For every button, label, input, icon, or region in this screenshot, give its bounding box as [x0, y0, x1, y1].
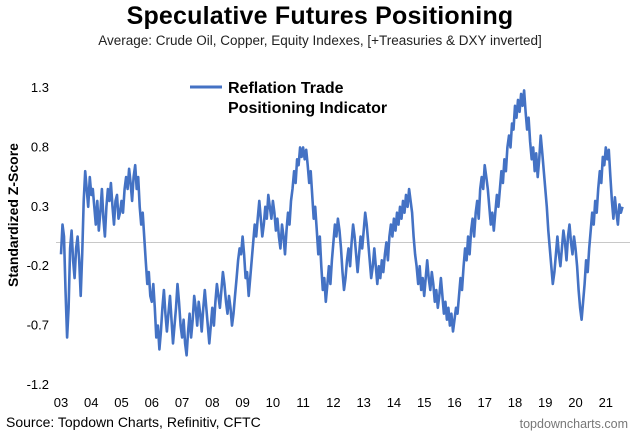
legend-label-line2: Positioning Indicator — [228, 100, 387, 117]
credit-link[interactable]: topdowncharts.com — [519, 417, 628, 431]
x-tick-label: 09 — [235, 395, 249, 410]
x-tick-label: 08 — [205, 395, 219, 410]
y-tick-label: -0.2 — [27, 258, 49, 273]
x-tick-label: 17 — [478, 395, 492, 410]
chart-title: Speculative Futures Positioning — [126, 2, 514, 30]
x-tick-label: 03 — [54, 395, 68, 410]
x-tick-label: 19 — [538, 395, 552, 410]
series-line — [59, 89, 624, 357]
source-note: Source: Topdown Charts, Refinitiv, CFTC — [6, 414, 261, 430]
legend: Reflation Trade Positioning Indicator — [190, 80, 387, 117]
y-axis-label: Standardized Z-Score — [5, 143, 21, 287]
chart-subtitle: Average: Crude Oil, Copper, Equity Index… — [98, 33, 542, 48]
x-tick-label: 11 — [296, 395, 310, 410]
x-tick-label: 14 — [387, 395, 401, 410]
x-tick-label: 15 — [417, 395, 431, 410]
y-tick-label: 0.8 — [31, 139, 49, 154]
x-tick-label: 12 — [326, 395, 340, 410]
x-tick-label: 06 — [145, 395, 159, 410]
x-tick-label: 10 — [266, 395, 280, 410]
x-tick-label: 20 — [568, 395, 582, 410]
y-tick-label: -1.2 — [27, 377, 49, 392]
y-tick-label: 0.3 — [31, 199, 49, 214]
x-tick-label: 16 — [447, 395, 461, 410]
y-tick-label: 1.3 — [31, 80, 49, 95]
x-tick-label: 18 — [508, 395, 522, 410]
x-tick-label: 13 — [356, 395, 370, 410]
legend-label-line1: Reflation Trade — [228, 80, 344, 97]
x-tick-label: 05 — [114, 395, 128, 410]
x-tick-label: 21 — [599, 395, 613, 410]
y-tick-label: -0.7 — [27, 318, 49, 333]
x-tick-label: 07 — [175, 395, 189, 410]
x-tick-label: 04 — [84, 395, 98, 410]
